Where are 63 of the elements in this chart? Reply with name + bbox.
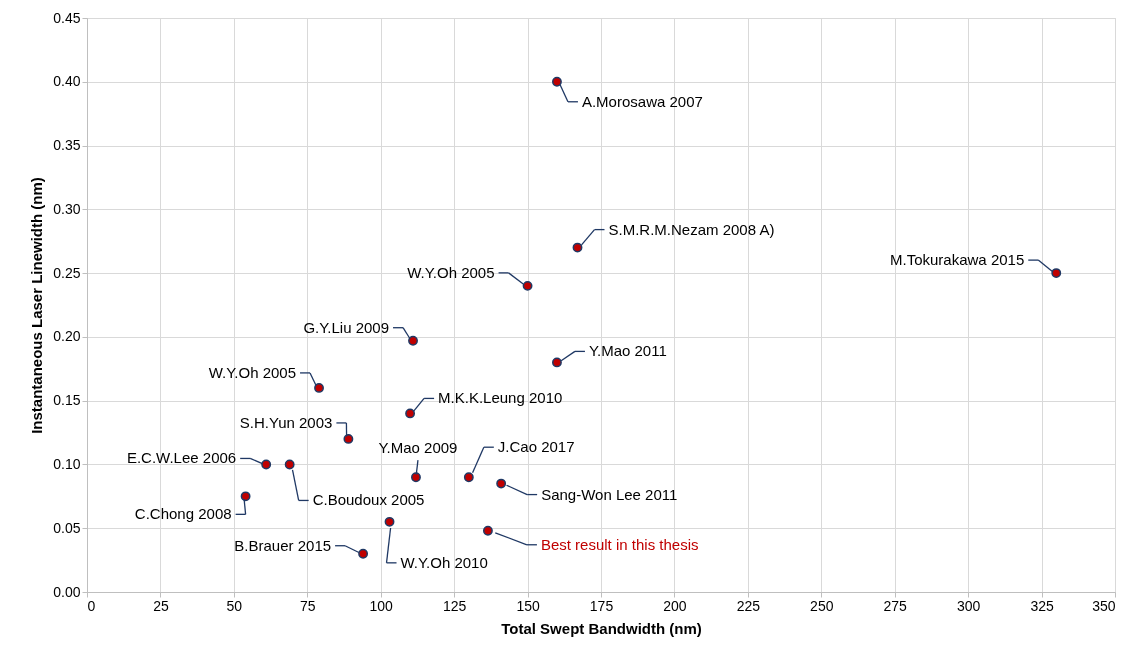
x-tick-label: 175 <box>589 597 614 614</box>
annotation: Y.Mao 2009 <box>378 439 458 457</box>
annotation: W.Y.Oh 2005 <box>407 263 495 281</box>
x-tick-label: 75 <box>300 597 316 614</box>
annotation: M.K.K.Leung 2010 <box>438 389 563 407</box>
point <box>284 459 295 470</box>
x-tick-label: 125 <box>442 597 467 614</box>
point <box>572 242 583 253</box>
annotation: S.M.R.M.Nezam 2008 A) <box>608 220 775 238</box>
y-tick-label: 0.40 <box>53 73 81 90</box>
point <box>314 382 324 393</box>
point <box>411 472 421 483</box>
x-tick-label: 50 <box>226 597 243 614</box>
annotation: C.Boudoux 2005 <box>312 491 425 509</box>
y-tick-label: 0.15 <box>53 392 81 409</box>
point <box>463 472 474 483</box>
annotation: M.Tokurakawa 2015 <box>890 251 1025 269</box>
x-tick-label: 150 <box>516 597 540 614</box>
x-tick-label: 350 <box>1092 597 1116 614</box>
annotation: B.Brauer 2015 <box>234 536 332 554</box>
x-tick-label: 225 <box>736 597 761 614</box>
x-tick-label: 300 <box>956 597 981 614</box>
point <box>552 76 562 87</box>
point <box>482 525 493 536</box>
point <box>343 434 354 444</box>
annotation: Sang-Won Lee 2011 <box>541 485 678 503</box>
x-axis-title: Total Swept Bandwidth (nm) <box>501 619 702 637</box>
annotation: G.Y.Liu 2009 <box>303 318 390 336</box>
y-tick-label: 0.25 <box>53 264 81 281</box>
x-tick-label: 25 <box>153 597 169 614</box>
annotation: J.Cao 2017 <box>497 438 575 456</box>
point <box>261 459 272 470</box>
y-tick-label: 0.10 <box>53 455 81 472</box>
x-tick-label: 200 <box>663 597 687 614</box>
y-tick-label: 0.35 <box>53 137 81 154</box>
x-tick-label: 100 <box>369 597 394 614</box>
x-tick-label: 250 <box>810 597 834 614</box>
x-tick-label: 325 <box>1030 597 1054 614</box>
y-tick-label: 0.20 <box>53 328 81 345</box>
y-axis-title: Instantaneous Laser Linewidth (nm) <box>28 177 46 434</box>
y-tick-label: 0.30 <box>53 200 81 217</box>
point <box>552 357 562 368</box>
y-tick-label: 0.45 <box>53 9 81 26</box>
annotation: W.Y.Oh 2010 <box>400 553 488 571</box>
annotation: A.Morosawa 2007 <box>581 92 703 110</box>
point <box>384 516 395 527</box>
annotation: W.Y.Oh 2005 <box>208 363 297 381</box>
x-tick-label: 0 <box>87 597 96 614</box>
point <box>240 491 251 502</box>
x-tick-label: 275 <box>883 597 908 614</box>
point <box>405 408 416 419</box>
annotation: S.H.Yun 2003 <box>239 413 333 431</box>
point <box>358 548 369 559</box>
point <box>496 478 507 489</box>
y-tick-label: 0.05 <box>53 519 81 536</box>
annotation: E.C.W.Lee 2006 <box>126 449 237 467</box>
annotation: C.Chong 2008 <box>134 505 232 523</box>
point <box>1051 268 1062 279</box>
point <box>522 280 533 291</box>
annotation: Best result in this thesis <box>540 535 699 553</box>
y-tick-label: 0.00 <box>53 583 81 600</box>
annotation: Y.Mao 2011 <box>588 342 667 360</box>
point <box>408 335 418 346</box>
